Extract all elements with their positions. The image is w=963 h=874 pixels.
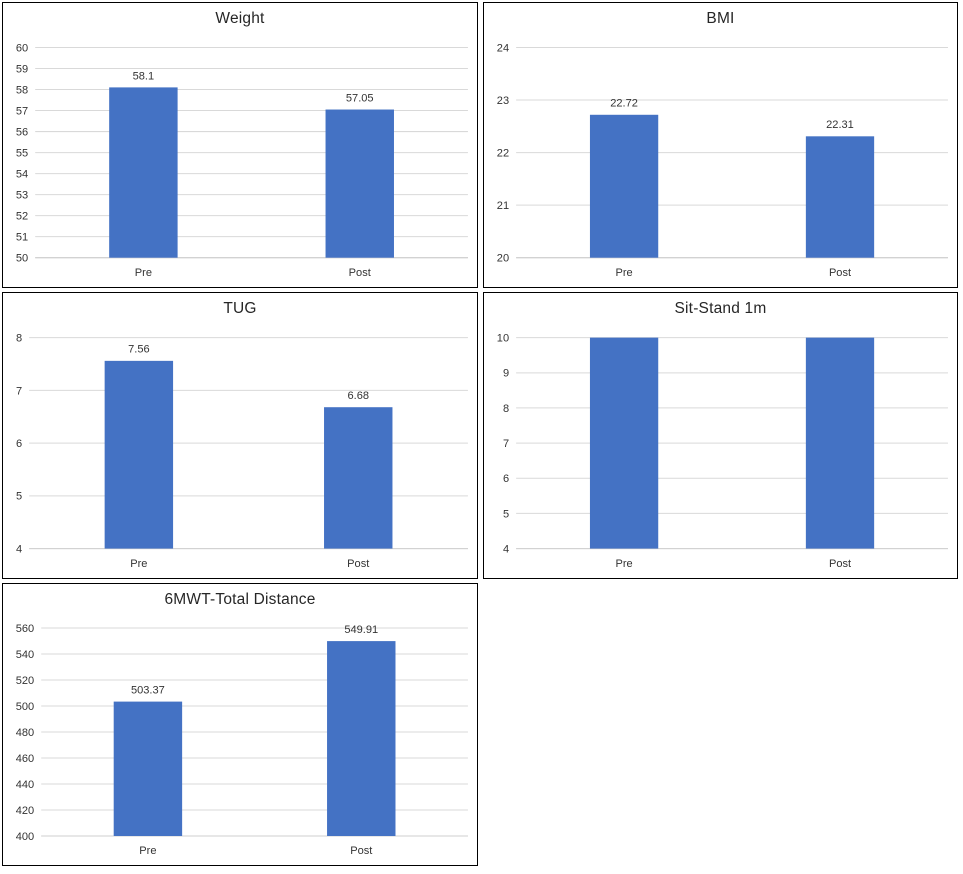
y-tick-label: 24 xyxy=(497,42,509,54)
chart-panel-tug: 4 5 6 7 8 7.56 Pre 6.68 Post TUG xyxy=(2,292,478,579)
bar-pre xyxy=(113,701,183,836)
chart-plot-tug: 4 5 6 7 8 7.56 Pre 6.68 Post xyxy=(16,332,468,570)
y-tick-label: 10 xyxy=(497,332,509,344)
y-tick-label: 420 xyxy=(16,805,34,817)
category-label: Post xyxy=(829,558,851,570)
category-label: Pre xyxy=(615,267,632,279)
y-tick-label: 7 xyxy=(503,438,509,450)
y-tick-label: 58 xyxy=(16,84,28,96)
category-label: Pre xyxy=(139,845,156,857)
chart-panel-bmi: 20 21 22 23 24 22.72 Pre 22.31 Post BMI xyxy=(483,2,958,288)
chart-plot-weight: 50 51 52 53 54 55 56 57 58 59 60 58.1 Pre 57.05 Post xyxy=(16,42,468,279)
y-tick-label: 51 xyxy=(16,232,28,244)
chart-plot-bmi: 20 21 22 23 24 22.72 Pre 22.31 Post xyxy=(497,42,948,279)
y-tick-label: 23 xyxy=(497,95,509,107)
chart-panel-weight: 50 51 52 53 54 55 56 57 58 59 60 58.1 Pre 57.05 Post W… xyxy=(2,2,478,288)
bar-pre xyxy=(589,337,659,549)
chart-title: TUG xyxy=(223,300,257,317)
category-label: Pre xyxy=(130,558,147,570)
y-tick-label: 520 xyxy=(16,675,34,687)
y-tick-label: 50 xyxy=(16,253,28,265)
y-tick-label: 500 xyxy=(16,701,34,713)
category-label: Post xyxy=(349,267,371,279)
category-label: Pre xyxy=(616,558,633,570)
y-tick-label: 56 xyxy=(16,126,28,138)
y-tick-label: 52 xyxy=(16,211,28,223)
chart-title: Sit-Stand 1m xyxy=(674,300,767,317)
chart-panel-sit-stand: 4 5 6 7 8 9 10 Pre Post Sit-Stand 1m xyxy=(483,292,958,579)
category-label: Post xyxy=(829,267,851,279)
chart-title: Weight xyxy=(215,10,265,27)
y-tick-label: 22 xyxy=(497,147,509,159)
bar-pre xyxy=(104,360,174,549)
y-tick-label: 5 xyxy=(16,491,22,503)
value-label: 503.37 xyxy=(131,685,165,697)
y-tick-label: 59 xyxy=(16,63,28,75)
category-label: Pre xyxy=(135,267,152,279)
chart-plot-6mwt: 400 420 440 460 480 500 520 540 560 503.37 Pre 549.… xyxy=(16,623,468,857)
bar-post xyxy=(805,337,875,549)
category-label: Post xyxy=(350,845,372,857)
category-label: Post xyxy=(347,558,369,570)
value-label: 22.72 xyxy=(610,98,638,110)
bar-post xyxy=(805,136,875,258)
y-tick-label: 8 xyxy=(503,403,509,415)
y-tick-label: 5 xyxy=(503,508,509,520)
value-label: 22.31 xyxy=(826,119,854,131)
y-tick-label: 6 xyxy=(16,438,22,450)
bar-post xyxy=(325,109,394,258)
y-tick-label: 4 xyxy=(16,543,22,555)
y-tick-label: 60 xyxy=(16,42,28,54)
chart-title: BMI xyxy=(706,10,735,27)
y-tick-label: 440 xyxy=(16,779,34,791)
y-tick-label: 6 xyxy=(503,473,509,485)
bar-pre xyxy=(109,87,178,258)
y-tick-label: 560 xyxy=(16,623,34,635)
y-tick-label: 4 xyxy=(503,543,509,555)
bar-post xyxy=(324,407,393,549)
value-label: 6.68 xyxy=(347,390,369,402)
y-tick-label: 480 xyxy=(16,727,34,739)
value-label: 57.05 xyxy=(346,92,374,104)
y-tick-label: 8 xyxy=(16,332,22,344)
value-label: 549.91 xyxy=(344,624,378,636)
y-tick-label: 400 xyxy=(16,831,34,843)
chart-plot-sit-stand: 4 5 6 7 8 9 10 Pre Post xyxy=(497,332,948,570)
y-tick-label: 21 xyxy=(497,200,509,212)
chart-title: 6MWT-Total Distance xyxy=(164,591,316,608)
chart-panel-6mwt: 400 420 440 460 480 500 520 540 560 503.37 Pre 549.… xyxy=(2,583,478,866)
bar-pre xyxy=(589,114,659,258)
y-tick-label: 9 xyxy=(503,368,509,380)
y-tick-label: 54 xyxy=(16,168,28,180)
bar-post xyxy=(327,641,396,836)
y-tick-label: 7 xyxy=(16,385,22,397)
y-tick-label: 20 xyxy=(497,253,509,265)
y-tick-label: 540 xyxy=(16,649,34,661)
value-label: 58.1 xyxy=(133,70,155,82)
y-tick-label: 460 xyxy=(16,753,34,765)
y-tick-label: 53 xyxy=(16,189,28,201)
value-label: 7.56 xyxy=(128,344,150,356)
y-tick-label: 55 xyxy=(16,147,28,159)
y-tick-label: 57 xyxy=(16,105,28,117)
